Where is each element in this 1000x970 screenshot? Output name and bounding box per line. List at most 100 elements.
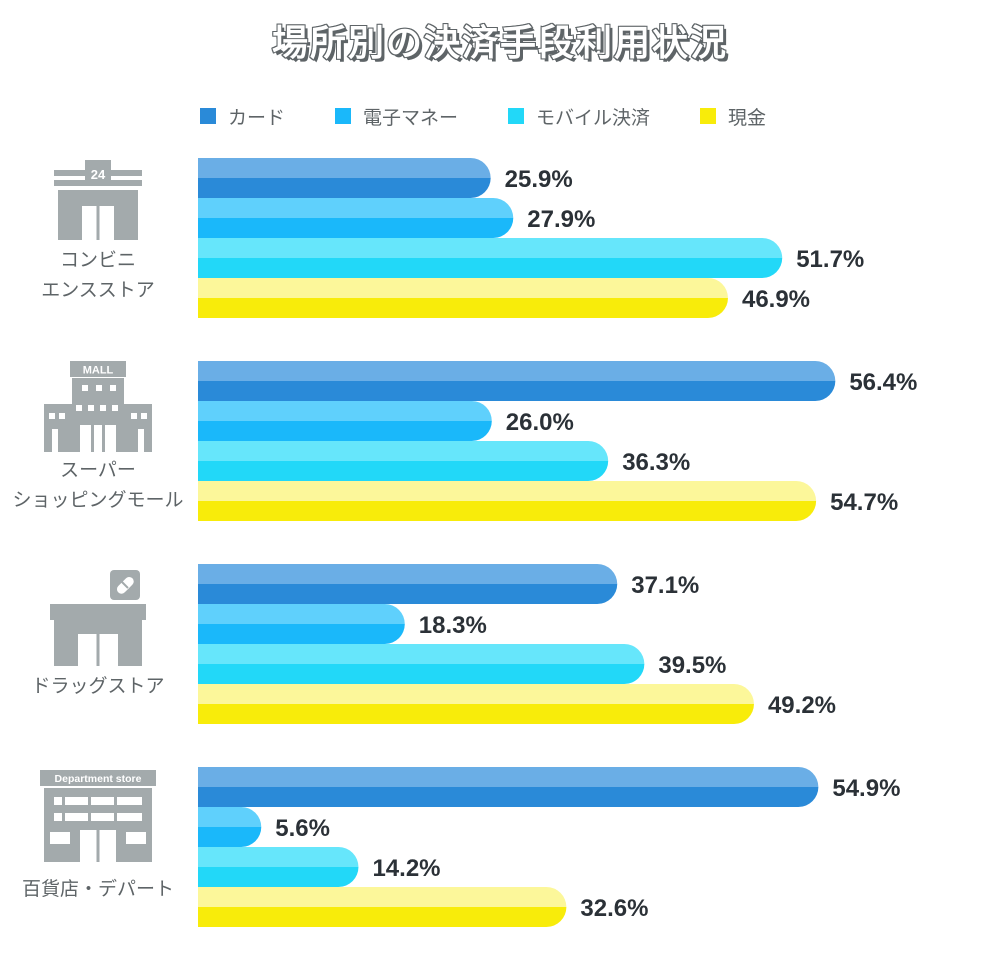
bar-bottom — [198, 501, 817, 521]
bar — [198, 401, 492, 441]
icon-door — [80, 425, 116, 452]
icon-sign — [40, 770, 156, 786]
icon-band — [54, 180, 142, 186]
data-label: 46.9% — [742, 286, 810, 313]
bar-top — [198, 361, 836, 381]
bar-bottom — [198, 584, 618, 604]
bar-bottom — [198, 298, 728, 318]
data-label: 54.7% — [830, 489, 898, 516]
bar — [198, 481, 817, 521]
bar — [198, 564, 618, 604]
bar-bottom — [198, 827, 262, 847]
bar-top — [198, 198, 514, 218]
bar — [198, 441, 609, 481]
icon-side-window — [50, 832, 70, 844]
data-label: 51.7% — [796, 246, 864, 273]
data-label: 32.6% — [580, 895, 648, 922]
icon-window — [76, 405, 82, 411]
icon-window — [59, 413, 65, 419]
icon-mullion — [88, 797, 91, 821]
category-label: コンビニ — [60, 249, 136, 271]
category-label: スーパー — [60, 459, 136, 481]
bar — [198, 278, 728, 318]
department-store-icon: Department store — [40, 770, 156, 862]
bar — [198, 238, 783, 278]
bar-top — [198, 158, 491, 178]
bar-top — [198, 684, 754, 704]
icon-window — [100, 405, 106, 411]
legend-label: 現金 — [728, 106, 767, 129]
bar-bottom — [198, 178, 491, 198]
bar-top — [198, 481, 817, 501]
icon-window — [49, 413, 55, 419]
legend: カード 電子マネー モバイル決済 現金 — [200, 102, 816, 130]
data-label: 18.3% — [419, 612, 487, 639]
legend-swatch — [200, 108, 216, 124]
bar — [198, 198, 514, 238]
data-label: 54.9% — [832, 775, 900, 802]
legend-item-mobile: モバイル決済 — [508, 103, 650, 130]
icon-label: MALL — [83, 365, 114, 377]
bar-bottom — [198, 258, 783, 278]
bar-top — [198, 847, 359, 867]
bar-top — [198, 564, 618, 584]
legend-swatch — [700, 108, 717, 124]
bar-bottom — [198, 218, 514, 238]
legend-label: カード — [228, 106, 286, 129]
bar — [198, 361, 836, 402]
bar-top — [198, 644, 645, 664]
icon-window — [82, 385, 88, 391]
data-label: 27.9% — [527, 206, 595, 233]
icon-window — [88, 405, 94, 411]
legend-label: モバイル決済 — [536, 106, 651, 129]
bar — [198, 847, 359, 887]
bar-bottom — [198, 461, 609, 481]
category-label: ドラッグストア — [31, 675, 164, 697]
pill-split — [121, 581, 129, 589]
icon-window — [112, 405, 118, 411]
icon-side-window — [126, 832, 146, 844]
bar — [198, 158, 491, 198]
bar-bottom — [198, 787, 819, 807]
bar — [198, 684, 754, 724]
icon-window — [141, 413, 147, 419]
bar — [198, 887, 567, 927]
bar-top — [198, 238, 783, 258]
data-label: 56.4% — [849, 369, 917, 396]
convenience-store-icon: 24 — [54, 160, 142, 240]
icon-door-split — [91, 425, 94, 452]
icon-roof — [50, 604, 146, 620]
data-label: 26.0% — [506, 409, 574, 436]
bar — [198, 807, 262, 847]
category-label: エンスストア — [41, 279, 155, 301]
bar-top — [198, 887, 567, 907]
icon-band — [54, 170, 142, 176]
icon-window — [110, 385, 116, 391]
legend-item-emoney: 電子マネー — [335, 103, 458, 130]
data-label: 14.2% — [372, 855, 440, 882]
icon-label: Department store — [55, 773, 142, 785]
bar — [198, 604, 405, 644]
data-label: 49.2% — [768, 692, 836, 719]
category-group: Department store 百貨店・デパート 54.9% 5.6% 14.2% 32… — [22, 767, 900, 927]
category-group: ドラッグストア 37.1% 18.3% 39.5% 49.2% — [31, 564, 836, 724]
icon-label: 24 — [91, 167, 106, 182]
bar-top — [198, 278, 728, 298]
icon-door-split — [102, 425, 105, 452]
bar-top — [198, 401, 492, 421]
data-label: 39.5% — [658, 652, 726, 679]
drugstore-icon — [50, 570, 146, 666]
bar — [198, 767, 819, 807]
legend-swatch — [508, 108, 525, 124]
data-label: 25.9% — [505, 166, 573, 193]
legend-swatch — [335, 108, 352, 124]
data-label: 37.1% — [631, 572, 699, 599]
legend-label: 電子マネー — [363, 106, 459, 129]
bar-bottom — [198, 704, 754, 724]
bar-bottom — [198, 664, 645, 684]
category-label: 百貨店・デパート — [22, 878, 174, 900]
icon-side-door — [52, 429, 58, 452]
bar-bottom — [198, 624, 405, 644]
